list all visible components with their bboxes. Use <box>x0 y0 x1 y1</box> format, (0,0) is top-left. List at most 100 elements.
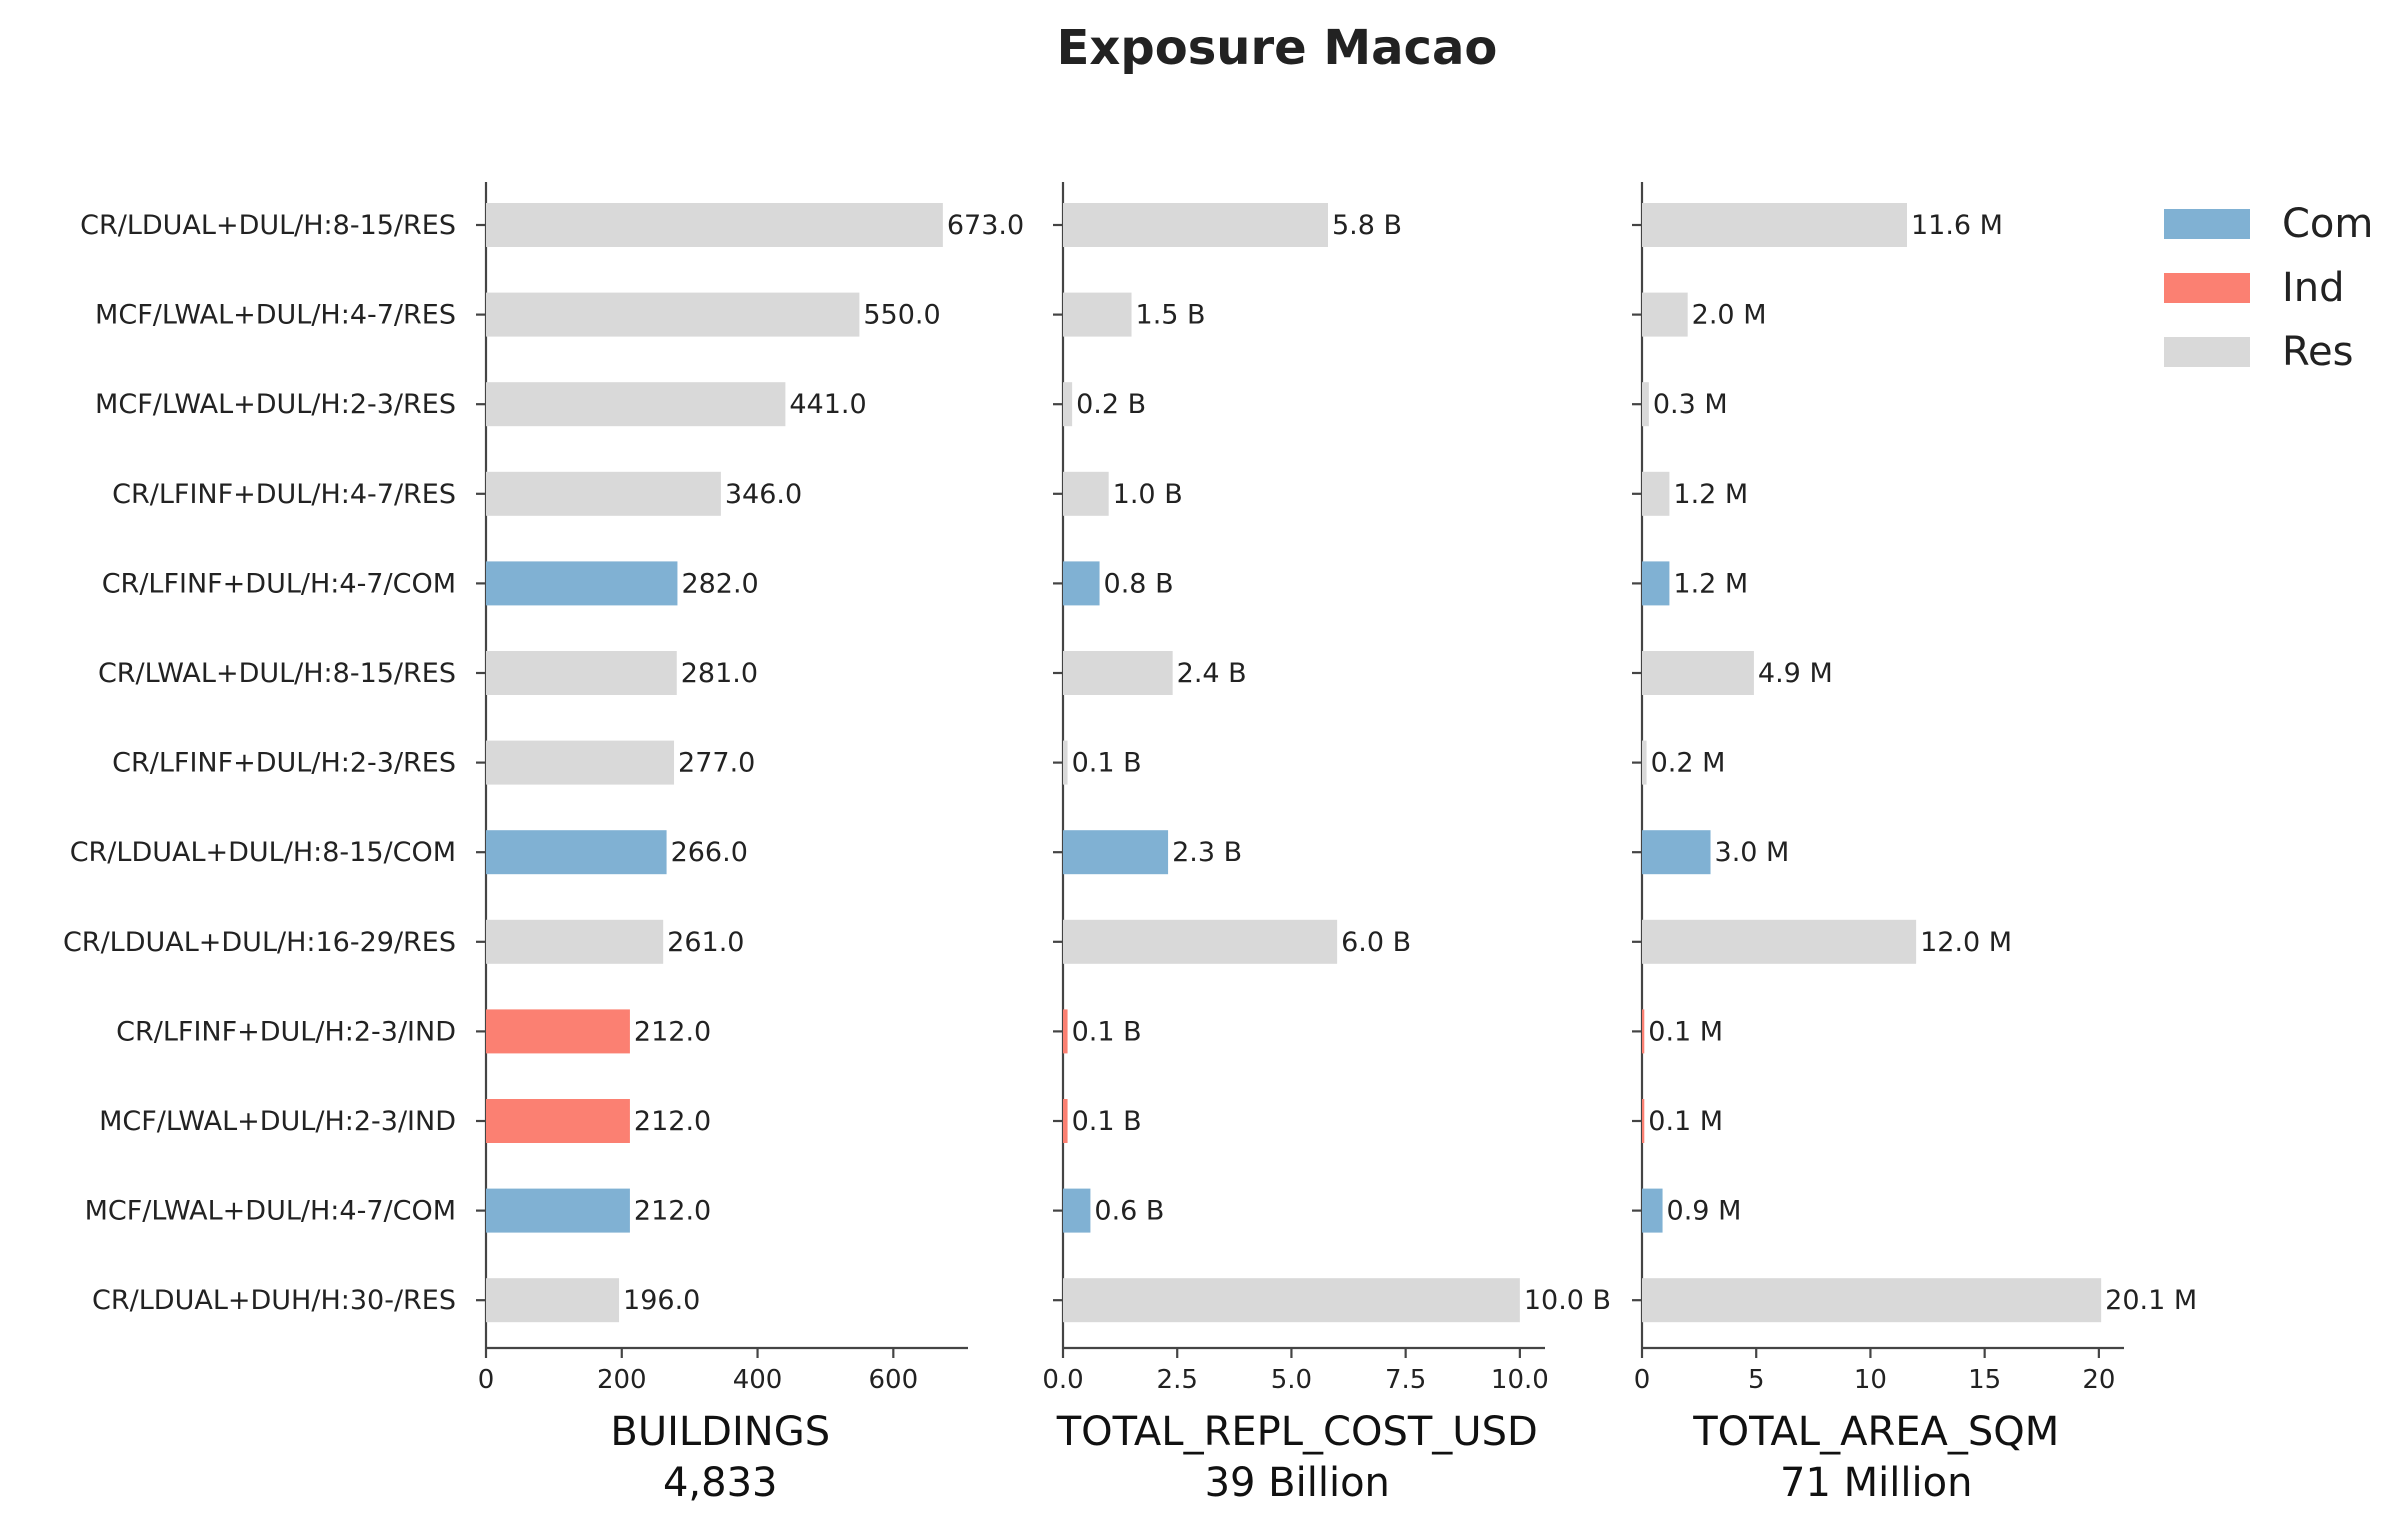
x-tick-label: 400 <box>733 1365 783 1395</box>
x-axis-total: 71 Million <box>1780 1460 1972 1506</box>
chart-title: Exposure Macao <box>1057 20 1498 76</box>
bar-value-label: 550.0 <box>863 300 940 331</box>
x-tick-label: 5.0 <box>1271 1365 1312 1395</box>
x-tick-label: 5 <box>1748 1365 1765 1395</box>
legend-label-res: Res <box>2282 329 2353 375</box>
bar-res <box>1642 651 1754 695</box>
bar-value-label: 0.1 B <box>1072 1106 1142 1137</box>
bar-com <box>1063 1188 1091 1233</box>
bar-ind <box>486 1099 630 1143</box>
bar-value-label: 0.8 B <box>1104 568 1174 599</box>
x-axis-label: TOTAL_REPL_COST_USD <box>1056 1409 1538 1455</box>
bar-value-label: 0.1 M <box>1648 1016 1723 1047</box>
panel-1: 673.0 CR/LDUAL+DUL/H:8-15/RES 550.0 MCF/LWA… <box>63 182 1024 1506</box>
category-label: CR/LFINF+DUL/H:2-3/RES <box>112 748 456 779</box>
bar-res <box>486 740 675 785</box>
bar-ind <box>1642 1009 1645 1054</box>
bar-value-label: 2.0 M <box>1692 300 1767 331</box>
bar-value-label: 0.1 M <box>1648 1106 1723 1137</box>
legend-swatch-res <box>2164 337 2250 367</box>
bar-res <box>486 651 677 695</box>
x-tick-label: 600 <box>869 1365 919 1395</box>
bar-com <box>486 1188 630 1233</box>
bar-com <box>1063 830 1169 875</box>
bar-value-label: 3.0 M <box>1715 837 1790 868</box>
bar-value-label: 20.1 M <box>2105 1285 2197 1316</box>
bar-res <box>486 382 786 427</box>
bar-res <box>1642 203 1907 247</box>
bar-value-label: 5.8 B <box>1332 210 1402 241</box>
x-tick-label: 10 <box>1854 1365 1887 1395</box>
bar-value-label: 0.2 B <box>1076 389 1146 420</box>
bar-value-label: 6.0 B <box>1341 927 1411 958</box>
category-label: CR/LDUAL+DUL/H:8-15/RES <box>80 210 456 241</box>
bar-res <box>486 203 943 247</box>
bar-value-label: 196.0 <box>623 1285 700 1316</box>
bar-res <box>486 292 860 337</box>
category-label: CR/LFINF+DUL/H:4-7/COM <box>102 568 456 599</box>
x-tick-label: 2.5 <box>1157 1365 1198 1395</box>
bar-res <box>1642 1278 2102 1323</box>
bar-value-label: 0.2 M <box>1651 748 1726 779</box>
bar-value-label: 277.0 <box>678 748 755 779</box>
bar-value-label: 4.9 M <box>1758 658 1833 689</box>
x-tick-label: 10.0 <box>1491 1365 1549 1395</box>
bar-com <box>486 830 667 875</box>
bar-res <box>486 919 664 964</box>
bar-value-label: 0.3 M <box>1653 389 1728 420</box>
category-label: MCF/LWAL+DUL/H:4-7/RES <box>95 300 456 331</box>
bar-res <box>1642 919 1917 964</box>
bar-ind <box>1642 1099 1645 1143</box>
bar-value-label: 261.0 <box>667 927 744 958</box>
bar-value-label: 346.0 <box>725 479 802 510</box>
x-axis-total: 4,833 <box>663 1460 778 1506</box>
bar-ind <box>1063 1009 1068 1054</box>
x-axis-total: 39 Billion <box>1205 1460 1390 1506</box>
bar-com <box>1063 561 1100 606</box>
category-label: MCF/LWAL+DUL/H:2-3/IND <box>99 1106 456 1137</box>
bar-value-label: 1.2 M <box>1673 568 1748 599</box>
bar-value-label: 0.1 B <box>1072 748 1142 779</box>
bar-value-label: 11.6 M <box>1911 210 2003 241</box>
bar-com <box>1642 561 1670 606</box>
category-label: MCF/LWAL+DUL/H:2-3/RES <box>95 389 456 420</box>
bar-value-label: 1.5 B <box>1136 300 1206 331</box>
bar-value-label: 281.0 <box>681 658 758 689</box>
bar-res <box>1063 203 1328 247</box>
category-label: CR/LDUAL+DUH/H:30-/RES <box>92 1285 456 1316</box>
bar-value-label: 0.9 M <box>1667 1196 1742 1227</box>
x-tick-label: 0.0 <box>1042 1365 1083 1395</box>
bar-value-label: 673.0 <box>947 210 1024 241</box>
panel-3: 11.6 M 2.0 M 0.3 M 1.2 M 1.2 M 4.9 M 0.2 M 3.0 … <box>1632 182 2197 1506</box>
bar-value-label: 2.4 B <box>1177 658 1247 689</box>
x-tick-label: 15 <box>1968 1365 2001 1395</box>
x-tick-label: 0 <box>1634 1365 1651 1395</box>
category-label: MCF/LWAL+DUL/H:4-7/COM <box>85 1196 456 1227</box>
x-tick-label: 0 <box>478 1365 495 1395</box>
x-axis-label: TOTAL_AREA_SQM <box>1692 1409 2059 1455</box>
bar-ind <box>1063 1099 1068 1143</box>
category-label: CR/LDUAL+DUL/H:16-29/RES <box>63 927 456 958</box>
bar-res <box>1642 382 1649 427</box>
bar-res <box>486 1278 620 1323</box>
bar-value-label: 2.3 B <box>1172 837 1242 868</box>
category-label: CR/LDUAL+DUL/H:8-15/COM <box>70 837 456 868</box>
bar-value-label: 1.0 B <box>1113 479 1183 510</box>
bar-res <box>1642 292 1688 337</box>
bar-value-label: 441.0 <box>789 389 866 420</box>
x-tick-label: 20 <box>2082 1365 2115 1395</box>
bar-value-label: 212.0 <box>634 1196 711 1227</box>
bar-value-label: 0.1 B <box>1072 1016 1142 1047</box>
bar-res <box>1063 919 1338 964</box>
bar-value-label: 212.0 <box>634 1016 711 1047</box>
bar-res <box>1063 292 1132 337</box>
bar-value-label: 12.0 M <box>1920 927 2012 958</box>
bar-value-label: 282.0 <box>681 568 758 599</box>
x-axis-label: BUILDINGS <box>610 1409 830 1455</box>
panels-group: 673.0 CR/LDUAL+DUL/H:8-15/RES 550.0 MCF/LWA… <box>63 182 2197 1506</box>
x-tick-label: 200 <box>597 1365 647 1395</box>
bar-value-label: 0.6 B <box>1094 1196 1164 1227</box>
bar-value-label: 212.0 <box>634 1106 711 1137</box>
legend-label-ind: Ind <box>2282 265 2345 311</box>
bar-com <box>1642 830 1711 875</box>
